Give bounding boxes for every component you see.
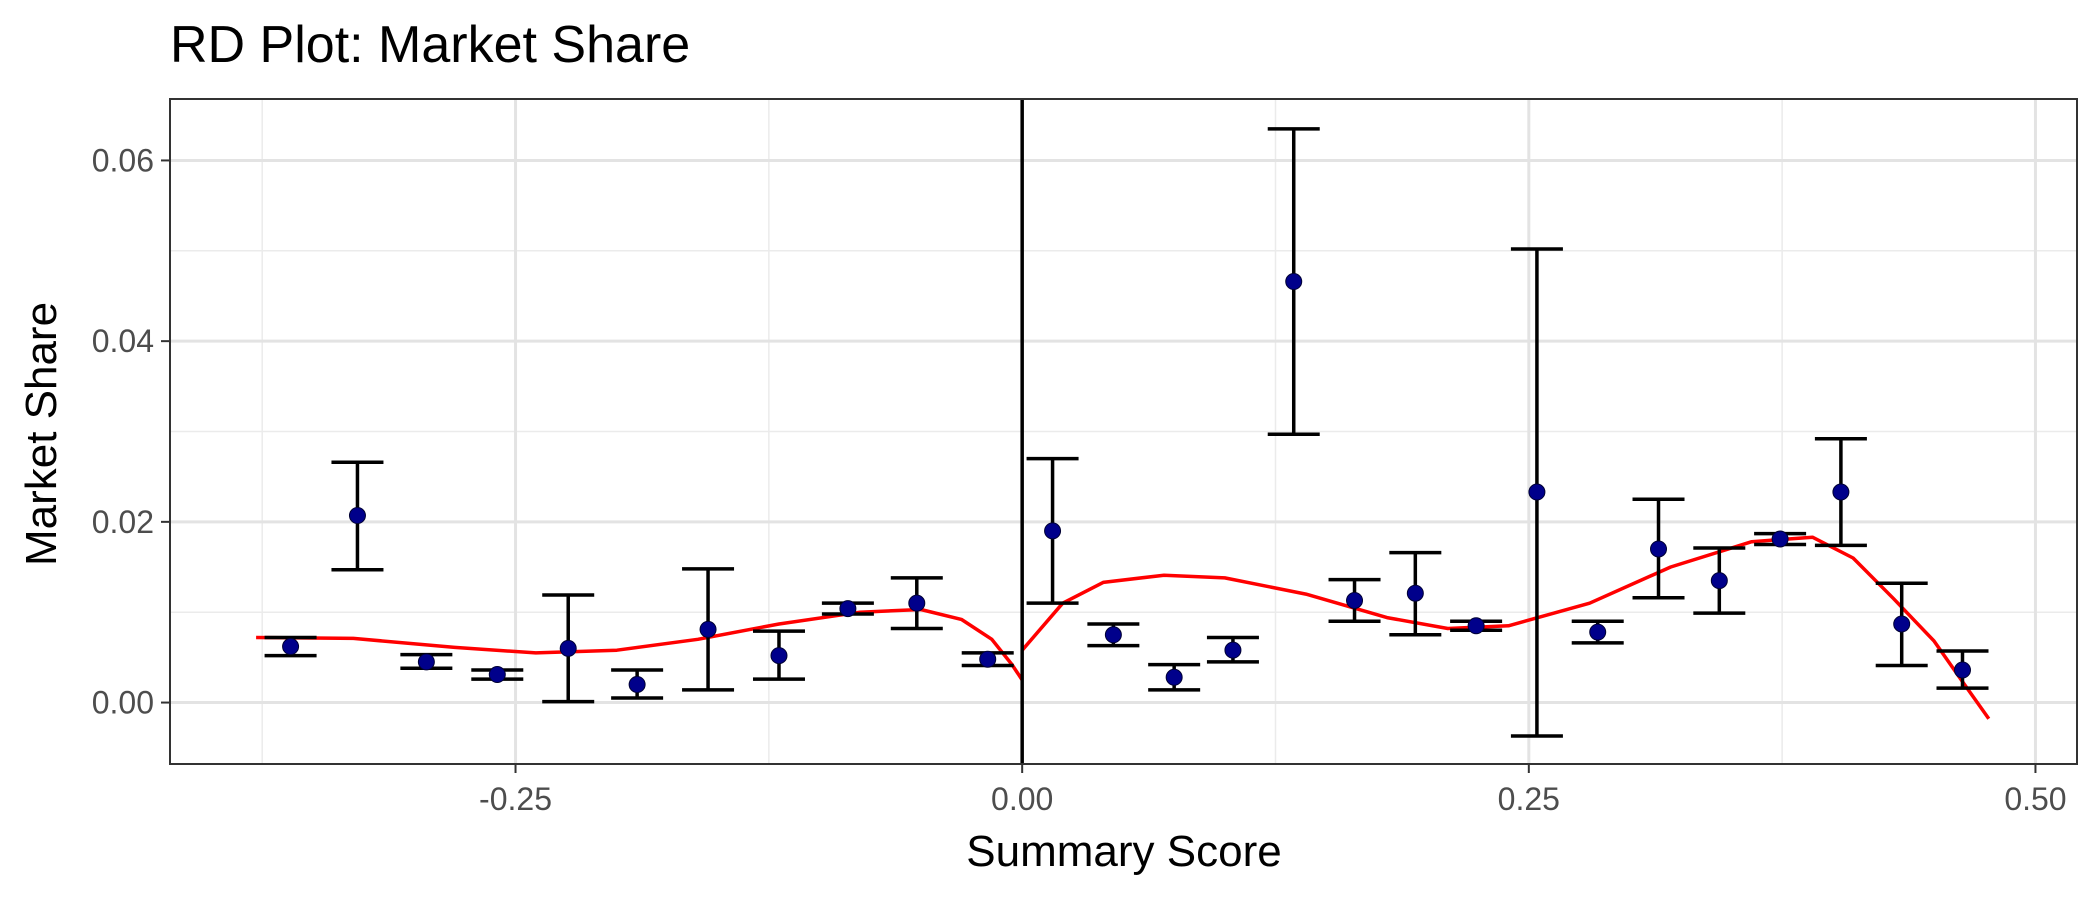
data-point	[1953, 661, 1971, 679]
data-point	[1224, 641, 1242, 659]
data-points	[282, 273, 1971, 693]
y-tick-label: 0.02	[92, 504, 154, 540]
data-point	[559, 639, 577, 657]
error-bars	[264, 127, 1989, 738]
data-point	[1771, 530, 1789, 548]
data-point	[1406, 584, 1424, 602]
y-axis-label: Market Share	[17, 302, 66, 566]
data-point	[908, 594, 926, 612]
data-point	[1285, 273, 1303, 291]
x-axis-label: Summary Score	[966, 827, 1281, 876]
data-point	[1044, 522, 1062, 540]
data-point	[282, 638, 300, 656]
y-tick-label: 0.00	[92, 685, 154, 721]
data-point	[348, 507, 366, 525]
data-point	[1165, 668, 1183, 686]
data-point	[417, 653, 435, 671]
data-point	[770, 647, 788, 665]
fit-line-left	[256, 607, 1024, 681]
data-point	[1832, 483, 1850, 501]
data-point	[628, 675, 646, 693]
data-point	[1528, 483, 1546, 501]
x-tick-label: 0.50	[2004, 781, 2066, 817]
data-point	[1104, 626, 1122, 644]
data-point	[699, 620, 717, 638]
y-tick-label: 0.04	[92, 323, 154, 359]
data-point	[839, 600, 857, 618]
major-gridlines	[170, 99, 2077, 764]
panel-border	[169, 98, 2078, 765]
x-tick-label: -0.25	[479, 781, 552, 817]
data-point	[488, 666, 506, 684]
minor-gridlines	[170, 99, 2077, 764]
y-axis-ticks: 0.00 0.02 0.04 0.06	[92, 142, 170, 721]
y-tick-label: 0.06	[92, 142, 154, 178]
data-point	[1589, 623, 1607, 641]
data-point	[1710, 572, 1728, 590]
data-point	[979, 650, 997, 668]
data-point	[1893, 615, 1911, 633]
x-tick-label: 0.25	[1498, 781, 1560, 817]
x-axis-ticks: -0.25 0.00 0.25 0.50	[479, 764, 2067, 817]
data-point	[1346, 591, 1364, 609]
data-point	[1467, 617, 1485, 635]
data-point	[1650, 540, 1668, 558]
x-tick-label: 0.00	[991, 781, 1053, 817]
chart-title: RD Plot: Market Share	[170, 16, 690, 74]
